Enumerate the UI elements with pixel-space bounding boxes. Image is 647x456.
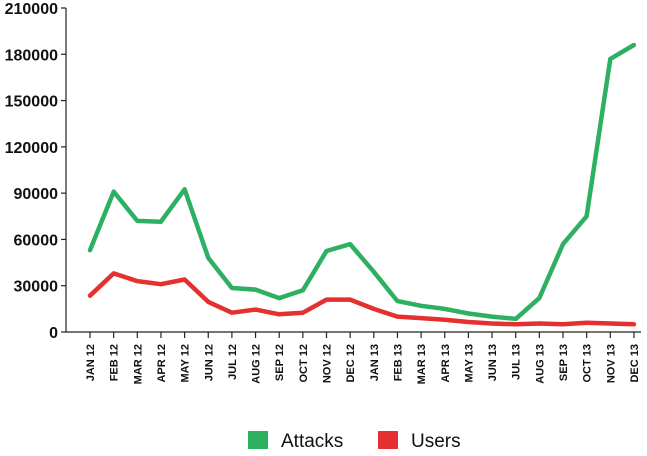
x-tick-label: NOV 12	[322, 344, 334, 383]
x-tick-label: APR 13	[440, 344, 452, 383]
x-axis: JAN 12 FEB 12 MAR 12 APR 12 MAY 12 JUN 12 JUL …	[66, 331, 641, 384]
x-tick-label: AUG 13	[534, 344, 546, 384]
legend-swatch-users	[378, 431, 398, 449]
y-axis: 0 30000 60000 90000 120000 150000 180000 210000	[5, 1, 67, 342]
series-line-attacks	[87, 42, 637, 322]
y-tick-label: 210000	[5, 1, 58, 18]
series-line-users	[87, 271, 637, 327]
x-tick-label: OCT 12	[298, 344, 310, 383]
x-tick-label: OCT 13	[582, 344, 594, 383]
y-tick-label: 30000	[14, 279, 59, 296]
x-tick-label: JAN 12	[85, 344, 97, 381]
x-tick-label: AUG 12	[251, 344, 263, 384]
x-tick-label: DEC 12	[345, 344, 357, 383]
x-tick-label: MAR 12	[132, 344, 144, 384]
x-tick-label: FEB 12	[109, 344, 121, 381]
x-tick-label: JUL 12	[227, 344, 239, 380]
x-tick-label: MAR 13	[416, 344, 428, 384]
x-tick-label: NOV 13	[605, 344, 617, 383]
x-tick-label: FEB 13	[392, 344, 404, 381]
x-tick-label: SEP 12	[274, 344, 286, 381]
y-tick-label: 0	[49, 325, 58, 342]
y-tick-label: 60000	[14, 232, 59, 249]
x-tick-label: MAY 12	[180, 344, 192, 383]
x-tick-label: APR 12	[156, 344, 168, 383]
legend-label-users: Users	[411, 431, 461, 452]
x-tick-label: JAN 13	[369, 344, 381, 381]
y-tick-label: 90000	[14, 186, 59, 203]
x-tick-label: SEP 13	[558, 344, 570, 381]
series-layer	[87, 42, 637, 327]
x-tick-label: JUN 13	[487, 344, 499, 381]
x-tick-label: JUN 12	[203, 344, 215, 381]
legend-label-attacks: Attacks	[281, 431, 343, 452]
x-tick-label: DEC 13	[629, 344, 641, 383]
x-tick-label: JUL 13	[511, 344, 523, 380]
y-tick-label: 120000	[5, 140, 58, 157]
y-tick-label: 150000	[5, 94, 58, 111]
legend: Attacks Users	[248, 431, 461, 452]
legend-swatch-attacks	[248, 431, 268, 449]
x-tick-label: MAY 13	[463, 344, 475, 383]
y-tick-label: 180000	[5, 47, 58, 64]
